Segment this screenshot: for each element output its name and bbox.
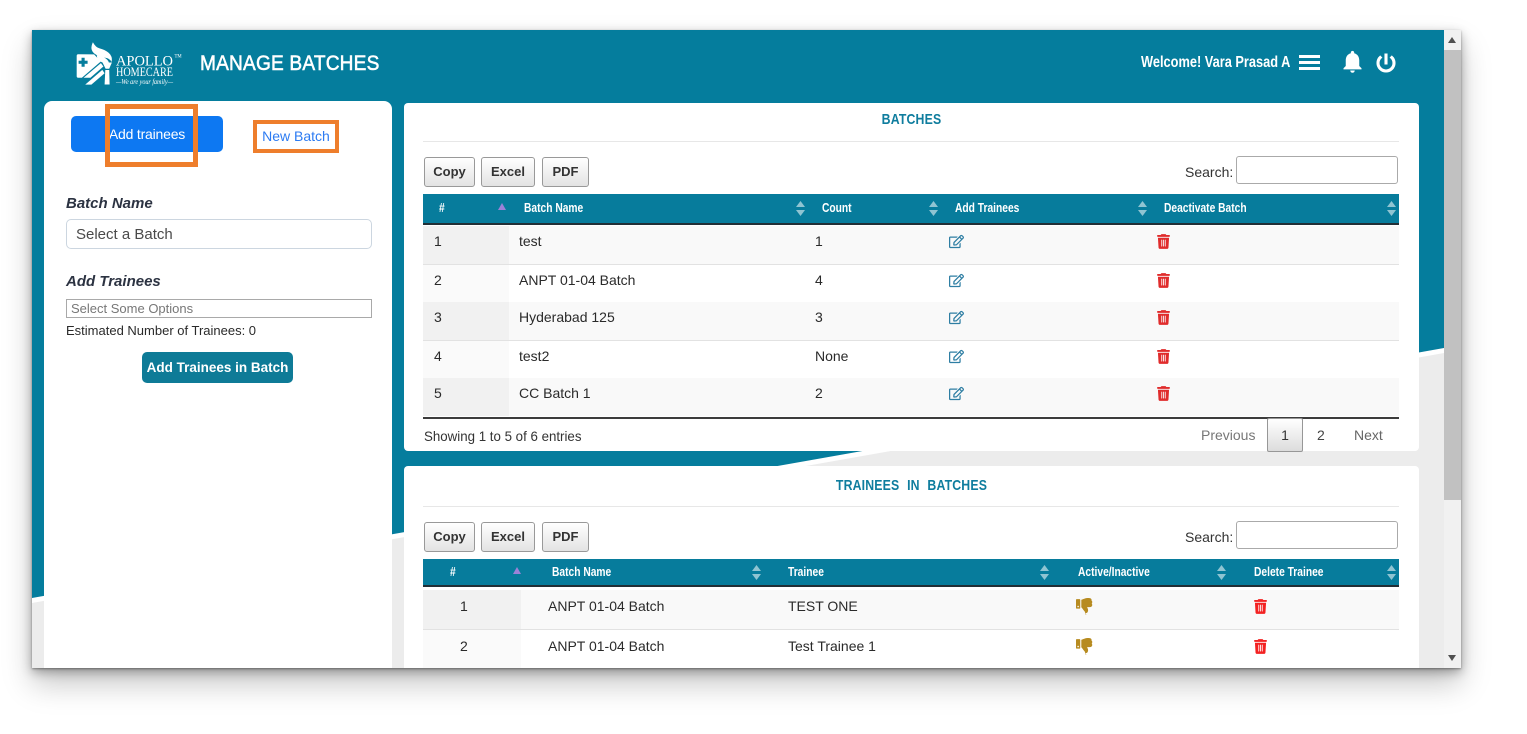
svg-text:TM: TM — [175, 55, 183, 60]
svg-text:HOMECARE: HOMECARE — [116, 65, 173, 79]
svg-text:APOLLO: APOLLO — [116, 53, 173, 69]
svg-text:—We are your family—: —We are your family— — [115, 77, 173, 86]
